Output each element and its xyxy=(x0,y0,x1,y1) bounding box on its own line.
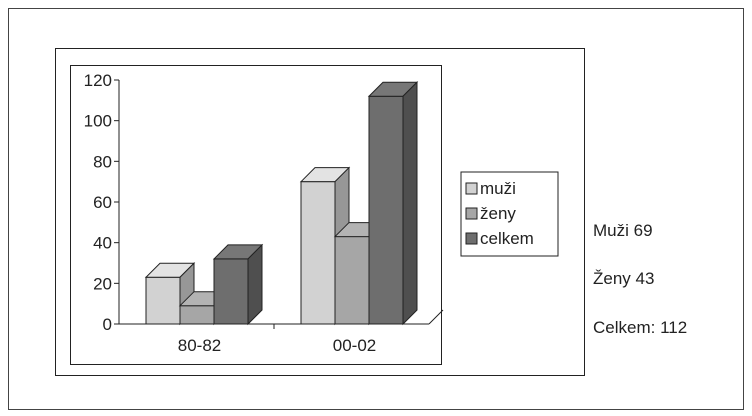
note-women: Ženy 43 xyxy=(593,269,655,288)
bar-side xyxy=(402,81,418,326)
y-tick-label: 100 xyxy=(84,112,112,131)
bar-side xyxy=(247,243,263,326)
x-axis-depth xyxy=(428,309,444,325)
y-tick-label: 0 xyxy=(103,315,112,334)
legend-label: celkem xyxy=(480,229,534,248)
chart-frame xyxy=(55,48,585,376)
note-total: Celkem: 112 xyxy=(593,318,688,337)
legend-swatch xyxy=(465,232,478,245)
legend-label: ženy xyxy=(480,204,516,223)
bar xyxy=(368,95,404,325)
bar xyxy=(300,181,336,325)
note-men: Muži 69 xyxy=(593,221,653,240)
y-tick-label: 40 xyxy=(93,234,112,253)
bar xyxy=(145,276,181,325)
x-tick-label: 80-82 xyxy=(178,336,221,355)
bar xyxy=(179,305,215,325)
legend-swatch xyxy=(465,207,478,220)
bar xyxy=(213,258,249,325)
y-tick-label: 120 xyxy=(84,71,112,90)
outer-frame xyxy=(8,8,744,410)
y-tick-label: 80 xyxy=(93,152,112,171)
plot-frame xyxy=(70,65,442,365)
y-tick-label: 20 xyxy=(93,274,112,293)
legend-swatch xyxy=(465,182,478,195)
bar xyxy=(334,236,370,325)
y-tick-label: 60 xyxy=(93,193,112,212)
legend-label: muži xyxy=(480,179,516,198)
x-tick-label: 00-02 xyxy=(333,336,376,355)
